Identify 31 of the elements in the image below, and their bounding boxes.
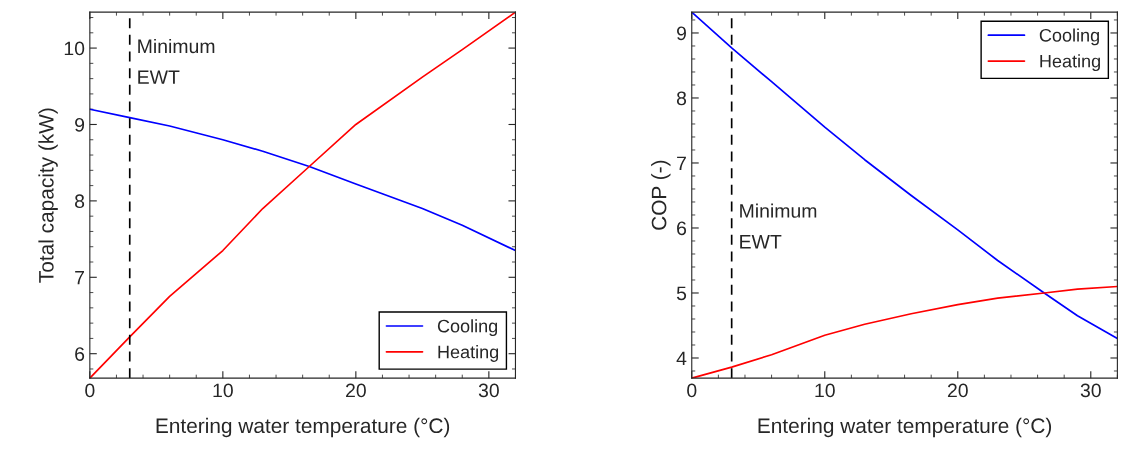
x-tick-label: 0 — [687, 383, 697, 398]
y-tick-label: 7 — [677, 156, 686, 171]
y-tick-label: 10 — [64, 41, 85, 56]
x-tick-label: 20 — [346, 383, 366, 398]
x-tick-label: 0 — [85, 383, 95, 398]
annotation: Minimum EWT — [138, 38, 215, 84]
x-tick-label: 30 — [1080, 383, 1101, 398]
y-axis-title: Total capacity (kW) — [38, 108, 58, 283]
x-tick-label: 10 — [815, 383, 835, 398]
x-tick-label: 10 — [213, 383, 233, 398]
annotation: Minimum EWT — [740, 203, 817, 249]
x-axis-title: Entering water temperature (°C) — [758, 417, 1052, 438]
y-tick-label: 5 — [676, 286, 687, 301]
legend-label: Heating — [1040, 54, 1100, 72]
legend-label: Heating — [438, 345, 499, 362]
y-axis-title: COP (-) — [651, 160, 671, 230]
y-tick-label: 6 — [75, 347, 85, 361]
y-tick-label: 8 — [75, 194, 85, 209]
y-tick-label: 8 — [676, 91, 687, 106]
line-series — [89, 108, 516, 252]
legend-label: Cooling — [437, 319, 498, 337]
y-tick-label: 9 — [75, 117, 85, 132]
x-tick-label: 20 — [947, 383, 968, 398]
y-tick-label: 6 — [677, 221, 687, 236]
legend-label: Cooling — [1039, 28, 1099, 46]
line-series — [89, 12, 516, 379]
x-axis-title: Entering water temperature (°C) — [156, 417, 450, 438]
y-tick-label: 7 — [75, 270, 84, 285]
x-tick-label: 30 — [478, 383, 499, 398]
y-tick-label: 9 — [677, 26, 686, 41]
y-tick-label: 4 — [676, 351, 687, 366]
